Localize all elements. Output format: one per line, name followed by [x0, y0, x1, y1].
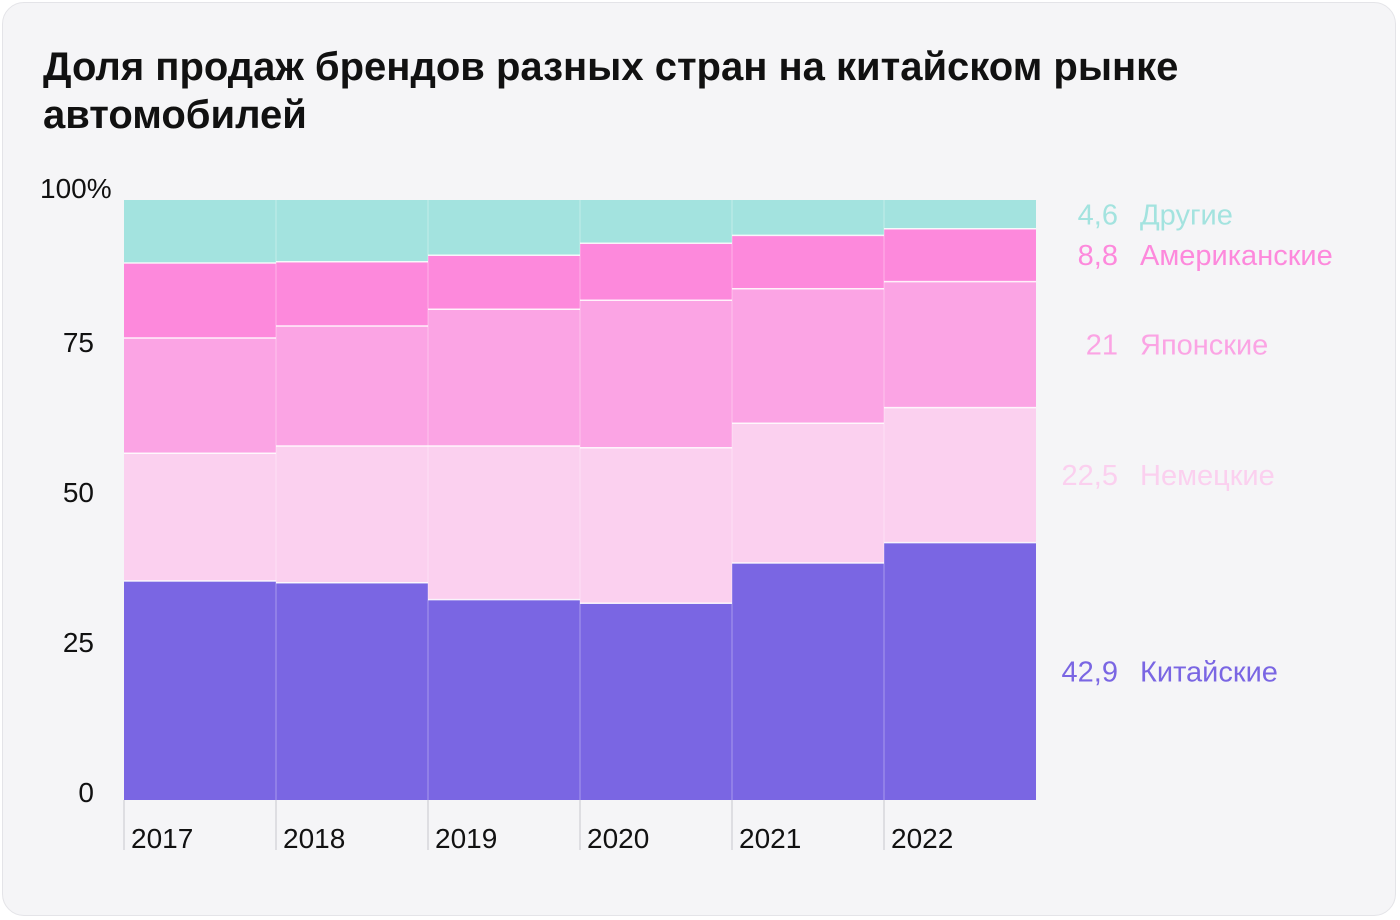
bar-segment — [884, 281, 1036, 408]
bar-segment — [580, 447, 732, 604]
x-axis-ticks — [123, 800, 885, 850]
bar-segment — [884, 200, 1036, 229]
bar-segment — [276, 582, 428, 800]
bar-segment — [276, 261, 428, 326]
legend-value: 4,6 — [1078, 199, 1118, 231]
bar-segment — [124, 338, 276, 454]
bar-segment — [124, 200, 276, 263]
legend-value: 21 — [1086, 330, 1118, 362]
legend-value: 42,9 — [1062, 656, 1118, 688]
bar-segment — [732, 235, 884, 289]
x-tick-label: 2022 — [891, 823, 953, 854]
bar-segment — [428, 446, 580, 600]
bar-segment — [580, 603, 732, 800]
bar-segment — [732, 423, 884, 563]
legend-label: Другие — [1140, 199, 1233, 231]
bar-segment — [276, 200, 428, 262]
bar-segment — [428, 255, 580, 310]
x-tick-label: 2021 — [739, 823, 801, 854]
legend-label: Японские — [1140, 330, 1268, 362]
bar-segment — [428, 200, 580, 256]
legend-item: 21 Японские — [1086, 330, 1269, 362]
bar-segment — [580, 300, 732, 448]
bar-segment — [124, 453, 276, 581]
legend-label: Немецкие — [1140, 460, 1275, 492]
legend: 4,6 Другие 8,8 Американские 21 Японские 22,5 Не… — [1062, 199, 1333, 688]
y-tick-label: 100% — [40, 173, 112, 204]
y-tick-label: 0 — [78, 777, 94, 808]
bar-segment — [580, 200, 732, 244]
bar-segment — [276, 326, 428, 446]
bar-segment — [124, 581, 276, 800]
bar-segment — [732, 200, 884, 236]
y-tick-label: 75 — [63, 327, 94, 358]
x-tick-label: 2018 — [283, 823, 345, 854]
legend-value: 22,5 — [1062, 460, 1118, 492]
legend-value: 8,8 — [1078, 240, 1118, 272]
column-dividers — [275, 200, 885, 800]
legend-item: 4,6 Другие — [1078, 199, 1233, 231]
legend-item: 8,8 Американские — [1078, 240, 1333, 272]
x-tick-label: 2019 — [435, 823, 497, 854]
bar-segment — [884, 228, 1036, 282]
bar-segment — [124, 263, 276, 338]
segment-boundaries — [124, 228, 1036, 604]
legend-label: Китайские — [1140, 656, 1278, 688]
y-tick-label: 25 — [63, 627, 94, 658]
bar-segment — [428, 599, 580, 800]
x-axis-labels: 2017 2018 2019 2020 2021 2022 — [131, 823, 953, 854]
x-tick-label: 2017 — [131, 823, 193, 854]
legend-item: 42,9 Китайские — [1062, 656, 1278, 688]
bars-group — [124, 200, 1036, 800]
bar-segment — [580, 243, 732, 301]
bar-segment — [884, 407, 1036, 543]
y-axis-labels: 0 25 50 75 100% — [40, 173, 112, 808]
x-tick-label: 2020 — [587, 823, 649, 854]
bar-segment — [884, 542, 1036, 800]
legend-item: 22,5 Немецкие — [1062, 460, 1275, 492]
y-tick-label: 50 — [63, 477, 94, 508]
legend-label: Американские — [1140, 240, 1333, 272]
bar-segment — [732, 288, 884, 424]
bar-segment — [732, 563, 884, 800]
bar-segment — [428, 309, 580, 446]
bar-segment — [276, 446, 428, 583]
chart-title: Доля продаж брендов разных стран на кита… — [43, 45, 1179, 137]
